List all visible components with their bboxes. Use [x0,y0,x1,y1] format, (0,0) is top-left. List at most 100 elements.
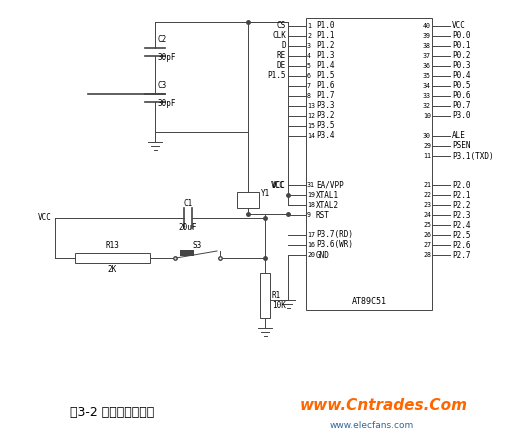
Text: 33: 33 [423,93,431,99]
Text: 30: 30 [423,133,431,139]
Text: 8: 8 [307,93,311,99]
Text: www.Cntrades.Com: www.Cntrades.Com [300,397,468,412]
Text: XTAL2: XTAL2 [316,201,339,210]
Bar [260,273,270,318]
Text: P1.2: P1.2 [316,42,334,50]
Text: 30pF: 30pF [158,99,176,107]
Text: P3.3: P3.3 [316,102,334,110]
Text: www.elecfans.com: www.elecfans.com [330,420,414,430]
Text: P0.5: P0.5 [452,81,470,91]
Text: CS: CS [277,22,286,30]
Text: P0.7: P0.7 [452,102,470,110]
Text: GND: GND [316,251,330,259]
Text: DE: DE [277,61,286,71]
Text: 10: 10 [423,113,431,119]
Text: 14: 14 [307,133,315,139]
Text: P2.2: P2.2 [452,201,470,210]
Text: 15: 15 [307,123,315,129]
Text: 39: 39 [423,33,431,39]
Text: 36: 36 [423,63,431,69]
Text: P2.4: P2.4 [452,221,470,229]
Text: 17: 17 [307,232,315,238]
Text: 25: 25 [423,222,431,228]
Text: 31: 31 [307,182,315,188]
Text: P1.5: P1.5 [316,72,334,80]
Text: ALE: ALE [452,132,466,141]
Text: 24: 24 [423,212,431,218]
Text: 11: 11 [423,153,431,159]
Text: 28: 28 [423,252,431,258]
Text: 7: 7 [307,83,311,89]
Text: CLK: CLK [272,31,286,41]
Text: 18: 18 [307,202,315,208]
Text: P0.4: P0.4 [452,72,470,80]
Text: P0.3: P0.3 [452,61,470,71]
Text: P3.2: P3.2 [316,111,334,121]
Text: 2: 2 [307,33,311,39]
Text: P0.1: P0.1 [452,42,470,50]
Text: 23: 23 [423,202,431,208]
Text: RST: RST [316,210,330,220]
Text: 32: 32 [423,103,431,109]
Text: VCC: VCC [271,180,285,190]
Text: P2.0: P2.0 [452,180,470,190]
Text: VCC: VCC [452,22,466,30]
Text: D: D [281,42,286,50]
Text: P3.6(WR): P3.6(WR) [316,240,353,249]
Text: R1: R1 [272,290,281,300]
Text: 4: 4 [307,53,311,59]
Text: 22: 22 [423,192,431,198]
Text: 38: 38 [423,43,431,49]
Text: P0.6: P0.6 [452,91,470,100]
Text: RE: RE [277,52,286,61]
Text: P2.1: P2.1 [452,191,470,199]
Text: P2.5: P2.5 [452,230,470,240]
Text: 20: 20 [307,252,315,258]
Text: 19: 19 [307,192,315,198]
Text: S3: S3 [192,240,202,249]
Text: XTAL1: XTAL1 [316,191,339,199]
Text: 5: 5 [307,63,311,69]
Bar [306,18,432,310]
Text: 30pF: 30pF [158,53,176,61]
Text: P1.5: P1.5 [267,72,286,80]
Text: R13: R13 [105,241,119,251]
Text: P0.0: P0.0 [452,31,470,41]
Text: P0.2: P0.2 [452,52,470,61]
Text: 37: 37 [423,53,431,59]
Bar [180,250,194,256]
Text: EA/VPP: EA/VPP [316,180,344,190]
Text: C1: C1 [184,199,193,209]
Text: 40: 40 [423,23,431,29]
Text: C3: C3 [158,81,168,91]
Text: P3.1(TXD): P3.1(TXD) [452,152,494,160]
Text: P3.0: P3.0 [452,111,470,121]
Text: 35: 35 [423,73,431,79]
Text: 1: 1 [307,23,311,29]
Text: P1.0: P1.0 [316,22,334,30]
Text: P3.5: P3.5 [316,122,334,130]
Text: 6: 6 [307,73,311,79]
Text: P3.7(RD): P3.7(RD) [316,230,353,240]
Bar [237,192,259,208]
Text: 10K: 10K [272,301,286,309]
Text: P1.3: P1.3 [316,52,334,61]
Text: 图3-2 单片机最小系统: 图3-2 单片机最小系统 [70,405,154,419]
Text: P2.7: P2.7 [452,251,470,259]
Text: 16: 16 [307,242,315,248]
Text: PSEN: PSEN [452,141,470,150]
Text: 13: 13 [307,103,315,109]
Text: 29: 29 [423,143,431,149]
Text: 3: 3 [307,43,311,49]
Text: 9: 9 [307,212,311,218]
Text: C2: C2 [158,35,168,45]
Text: VCC: VCC [272,180,286,190]
Text: P1.6: P1.6 [316,81,334,91]
Text: 21: 21 [423,182,431,188]
Text: VCC: VCC [38,213,52,222]
Text: P3.4: P3.4 [316,132,334,141]
Text: 2K: 2K [108,266,117,274]
Text: P1.1: P1.1 [316,31,334,41]
Text: P2.3: P2.3 [452,210,470,220]
Text: 12: 12 [307,113,315,119]
